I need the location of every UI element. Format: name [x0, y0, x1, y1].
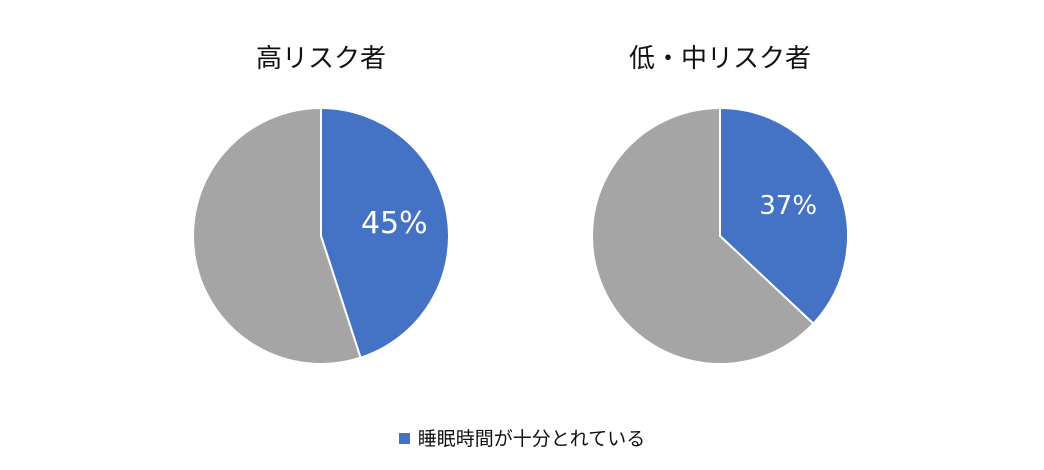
pie-slice-0	[719, 107, 849, 325]
chart-title: 高リスク者	[255, 44, 386, 74]
legend-label: 睡眠時間が十分とれている	[417, 428, 646, 450]
pie-svg: 45%	[192, 107, 450, 365]
pie-chart-high-risk: 高リスク者 45%	[121, 0, 521, 400]
pie-svg: 37%	[591, 107, 849, 365]
data-label: 37%	[759, 191, 817, 221]
pie-slice-1	[591, 107, 815, 365]
pie-chart-low-mid-risk: 低・中リスク者 37%	[520, 0, 920, 400]
pie-slice-1	[192, 107, 362, 365]
legend-swatch	[398, 433, 410, 444]
legend: 睡眠時間が十分とれている	[0, 424, 1044, 451]
pie-slice-0	[320, 107, 450, 359]
chart-title: 低・中リスク者	[628, 44, 811, 74]
data-label: 45%	[361, 206, 428, 241]
